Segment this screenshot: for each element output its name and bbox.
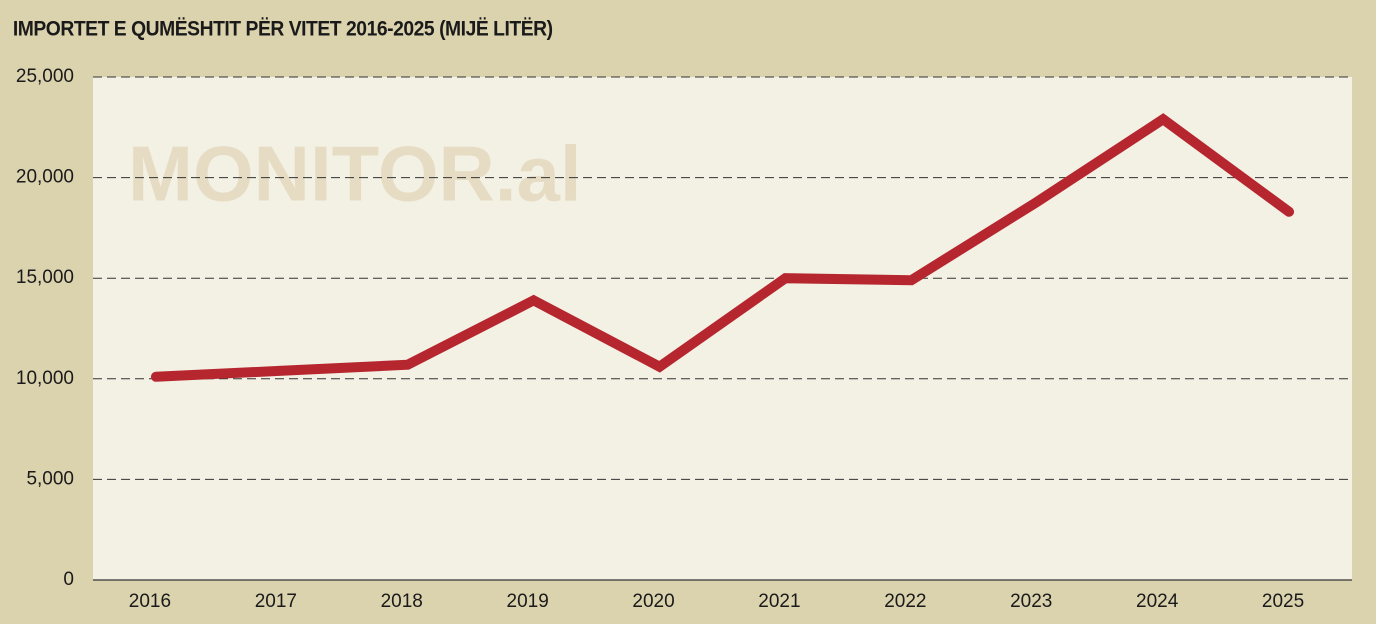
x-tick-label: 2018 xyxy=(381,591,423,612)
x-tick-label: 2020 xyxy=(632,591,674,612)
x-tick-label: 2024 xyxy=(1136,591,1179,612)
x-tick-label: 2022 xyxy=(884,591,926,612)
y-tick-label: 5,000 xyxy=(26,468,74,489)
x-tick-label: 2016 xyxy=(129,591,171,612)
watermark: MONITOR.al xyxy=(128,130,582,218)
y-tick-label: 0 xyxy=(63,569,74,590)
x-tick-label: 2025 xyxy=(1262,591,1304,612)
x-tick-label: 2019 xyxy=(507,591,549,612)
y-tick-label: 25,000 xyxy=(16,66,74,87)
y-tick-label: 20,000 xyxy=(16,167,74,188)
x-tick-label: 2023 xyxy=(1010,591,1052,612)
x-tick-label: 2017 xyxy=(255,591,297,612)
y-tick-label: 15,000 xyxy=(16,267,74,288)
x-tick-label: 2021 xyxy=(758,591,800,612)
y-tick-label: 10,000 xyxy=(16,368,74,389)
chart-title: IMPORTET E QUMËSHTIT PËR VITET 2016-2025… xyxy=(13,17,553,41)
data-line xyxy=(150,113,1295,382)
